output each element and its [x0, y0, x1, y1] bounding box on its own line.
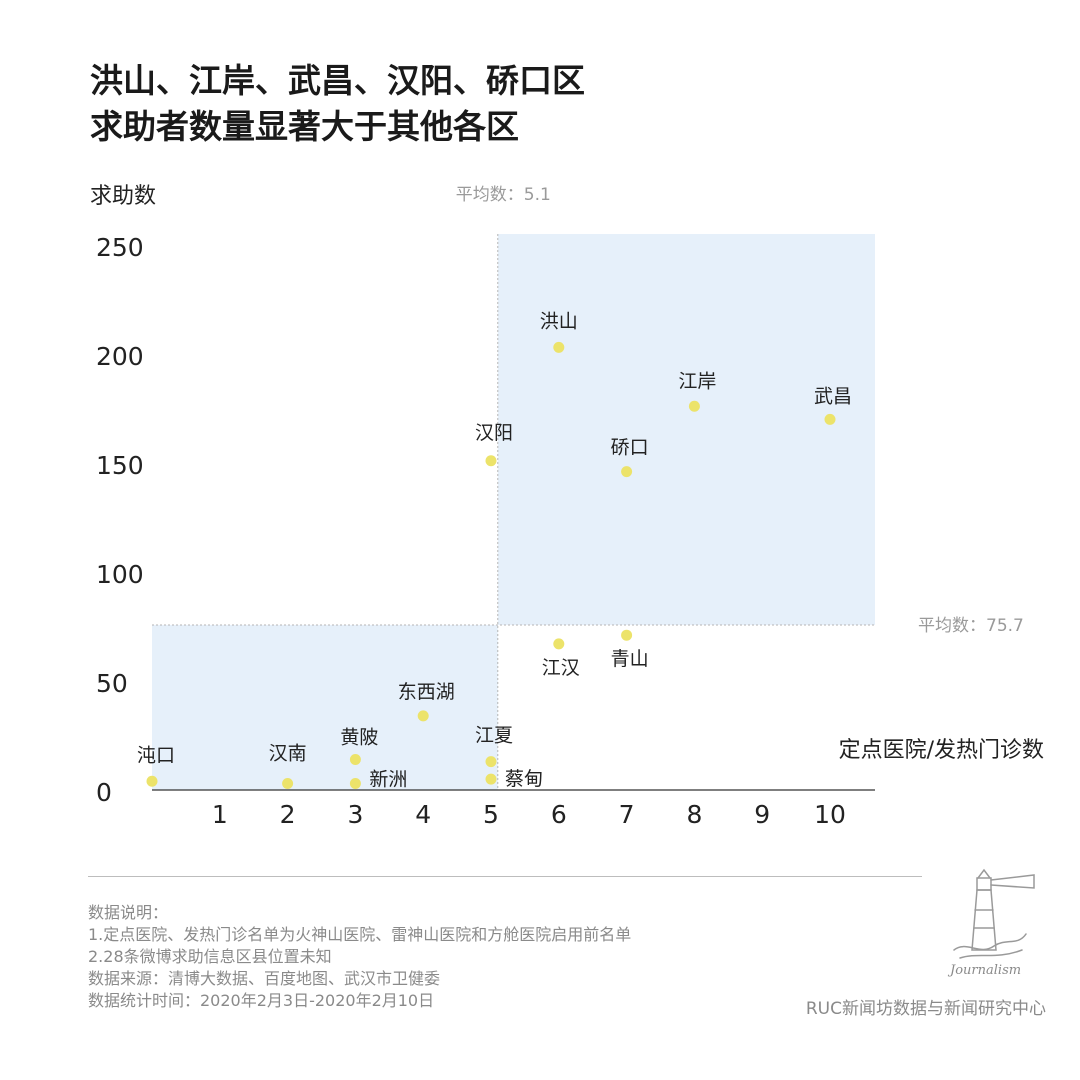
x-tick-label: 6 — [551, 800, 567, 829]
note-line-2: 2.28条微博求助信息区县位置未知 — [88, 947, 332, 966]
logo-wordmark: Journalism — [947, 963, 1021, 978]
data-point — [485, 756, 497, 768]
data-point — [349, 777, 361, 789]
data-point — [553, 638, 565, 650]
note-period: 数据统计时间：2020年2月3日-2020年2月10日 — [88, 991, 435, 1010]
data-point — [553, 341, 565, 353]
chart-title-line-1: 洪山、江岸、武昌、汉阳、硚口区 — [90, 61, 585, 100]
x-tick-label: 1 — [212, 800, 228, 829]
note-line-1: 1.定点医院、发热门诊名单为火神山医院、雷神山医院和方舱医院启用前名单 — [88, 925, 632, 944]
x-tick-label: 3 — [347, 800, 363, 829]
lighthouse-logo-icon: Journalism — [947, 868, 1035, 978]
y-tick-label: 200 — [96, 342, 144, 371]
point-label: 汉阳 — [475, 422, 513, 444]
data-point — [688, 400, 700, 412]
y-tick-label: 100 — [96, 560, 144, 589]
credit-text: RUC新闻坊数据与新闻研究中心 — [805, 999, 1046, 1019]
x-tick-label: 9 — [754, 800, 770, 829]
data-point — [349, 753, 361, 765]
point-label: 江汉 — [542, 657, 580, 679]
point-label: 汉南 — [269, 742, 307, 764]
point-label: 江岸 — [678, 370, 716, 392]
point-label: 武昌 — [814, 385, 852, 407]
point-label: 蔡甸 — [505, 768, 543, 790]
data-point — [282, 777, 294, 789]
x-tick-label: 2 — [280, 800, 296, 829]
point-label: 洪山 — [540, 310, 578, 332]
point-label: 东西湖 — [398, 681, 455, 703]
point-label: 硚口 — [611, 437, 649, 459]
y-tick-label: 50 — [96, 669, 128, 698]
note-source: 数据来源：清博大数据、百度地图、武汉市卫健委 — [88, 969, 441, 988]
x-tick-label: 7 — [619, 800, 635, 829]
data-point — [146, 775, 158, 787]
chart-title-line-2: 求助者数量显著大于其他各区 — [90, 107, 519, 146]
data-point — [485, 773, 497, 785]
y-tick-label: 150 — [96, 451, 144, 480]
note-heading: 数据说明： — [88, 903, 169, 922]
y-tick-label: 0 — [96, 778, 112, 807]
data-notes: 数据说明： 1.定点医院、发热门诊名单为火神山医院、雷神山医院和方舱医院启用前名… — [88, 902, 631, 1012]
footer-divider — [88, 876, 922, 877]
low-low-quadrant — [152, 624, 498, 790]
y-axis-title: 求助数 — [90, 184, 156, 209]
x-tick-label: 5 — [483, 800, 499, 829]
point-label: 沌口 — [137, 744, 175, 766]
data-point — [621, 629, 633, 641]
data-point — [417, 710, 429, 722]
y-tick-label: 250 — [96, 233, 144, 262]
x-axis-title: 定点医院/发热门诊数 — [839, 738, 1044, 763]
point-label: 新洲 — [369, 768, 407, 790]
x-tick-label: 4 — [415, 800, 431, 829]
data-point — [824, 413, 836, 425]
chart-title: 洪山、江岸、武昌、汉阳、硚口区 求助者数量显著大于其他各区 — [90, 58, 585, 150]
data-point — [621, 466, 633, 478]
point-label: 江夏 — [475, 725, 513, 747]
point-label: 黄陂 — [340, 726, 378, 748]
high-high-quadrant — [497, 234, 875, 625]
x-tick-label: 10 — [814, 800, 846, 829]
x-tick-label: 8 — [686, 800, 702, 829]
point-label: 青山 — [611, 648, 649, 670]
avg-x-label: 平均数：5.1 — [456, 185, 551, 205]
scatter-chart: 平均数：5.1 平均数：75.7 求助数 0 50 100 150 200 250 1 2 3 4 5 6 7… — [90, 184, 1044, 829]
avg-y-label: 平均数：75.7 — [918, 616, 1024, 636]
data-point — [485, 455, 497, 467]
